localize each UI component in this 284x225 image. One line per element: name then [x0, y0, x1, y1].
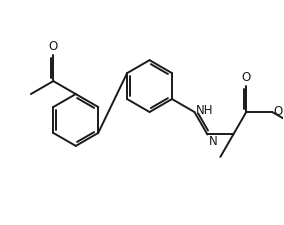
Text: N: N [208, 135, 217, 148]
Text: O: O [242, 71, 251, 84]
Text: O: O [273, 104, 283, 117]
Text: O: O [49, 40, 58, 53]
Text: NH: NH [195, 104, 213, 117]
